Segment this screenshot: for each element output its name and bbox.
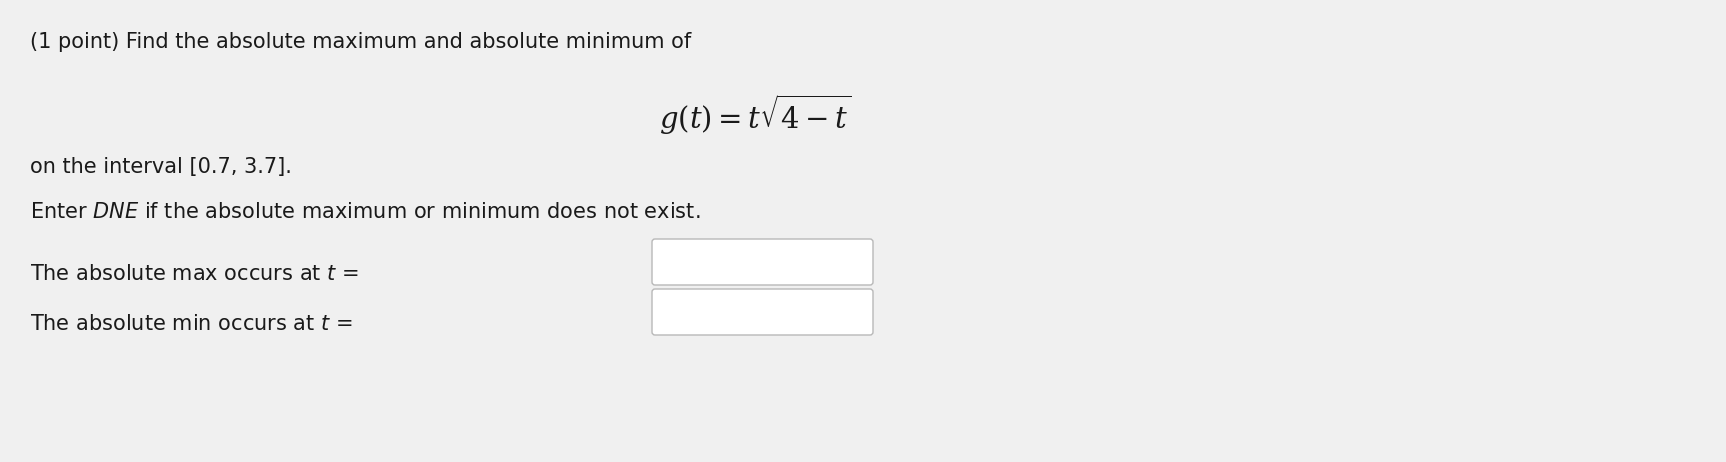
FancyBboxPatch shape [652, 289, 873, 335]
Text: $g(t) = t\sqrt{4-t}$: $g(t) = t\sqrt{4-t}$ [659, 92, 851, 137]
Text: The absolute max occurs at $t$ =: The absolute max occurs at $t$ = [29, 264, 359, 284]
Text: (1 point) Find the absolute maximum and absolute minimum of: (1 point) Find the absolute maximum and … [29, 32, 690, 52]
Text: The absolute min occurs at $t$ =: The absolute min occurs at $t$ = [29, 314, 352, 334]
Text: Enter $\mathit{DNE}$ if the absolute maximum or minimum does not exist.: Enter $\mathit{DNE}$ if the absolute max… [29, 202, 701, 222]
FancyBboxPatch shape [652, 239, 873, 285]
Text: on the interval [0.7, 3.7].: on the interval [0.7, 3.7]. [29, 157, 292, 177]
